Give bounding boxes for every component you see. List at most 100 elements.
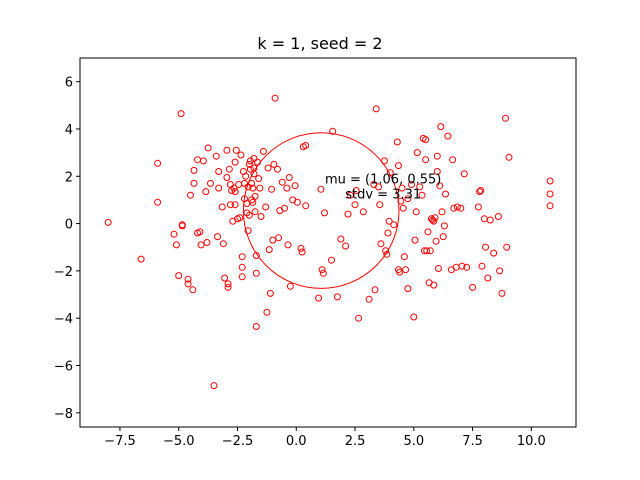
data-point: [275, 234, 283, 242]
data-point: [237, 151, 245, 159]
data-point: [172, 241, 180, 249]
data-point: [178, 222, 186, 230]
data-point: [450, 204, 458, 212]
data-point: [204, 144, 212, 152]
data-point: [397, 197, 405, 205]
y-axis: −8 −6 −4 −2 0 2 4 6: [54, 76, 80, 422]
y-tick-label: 2: [65, 170, 73, 185]
data-point: [413, 149, 421, 157]
data-point: [498, 289, 506, 297]
data-point: [187, 191, 194, 199]
data-point: [249, 198, 257, 206]
data-point: [398, 184, 406, 192]
points-layer: [104, 94, 554, 390]
data-point: [255, 175, 263, 183]
data-point: [395, 162, 402, 170]
x-tick-label: 2.5: [345, 434, 366, 449]
data-point: [257, 213, 265, 220]
data-point: [236, 214, 244, 222]
x-tick-label: −5.0: [163, 434, 195, 449]
data-point: [383, 250, 391, 258]
data-point: [439, 233, 447, 241]
x-tick-label: −7.5: [104, 434, 136, 449]
plot-frame: [79, 57, 577, 428]
data-point: [546, 190, 554, 198]
data-point: [494, 213, 502, 220]
data-point: [104, 218, 112, 226]
data-point: [293, 198, 301, 206]
data-point: [440, 222, 448, 230]
y-tick-label: −2: [54, 265, 73, 280]
data-point: [281, 204, 288, 212]
data-point: [426, 247, 434, 255]
data-point: [249, 184, 257, 192]
stdv-circle: [242, 132, 400, 289]
data-point: [251, 208, 259, 216]
data-point: [244, 227, 252, 235]
data-point: [223, 146, 231, 154]
data-point: [268, 185, 276, 193]
data-point: [263, 308, 271, 316]
data-point: [438, 208, 446, 216]
data-point: [463, 263, 471, 271]
data-point: [430, 281, 438, 289]
data-point: [228, 187, 236, 194]
data-point: [474, 203, 482, 211]
data-point: [469, 283, 477, 291]
data-point: [437, 123, 445, 131]
data-point: [393, 138, 401, 146]
data-point: [231, 158, 239, 166]
y-tick-label: −6: [54, 360, 73, 375]
data-point: [202, 188, 210, 196]
data-point: [399, 204, 407, 212]
data-point: [291, 182, 299, 190]
data-point: [430, 217, 438, 225]
data-point: [385, 217, 393, 225]
data-point: [431, 214, 439, 222]
data-point: [214, 233, 221, 241]
data-point: [170, 230, 178, 238]
data-point: [230, 184, 238, 192]
data-point: [546, 177, 554, 185]
data-point: [436, 182, 444, 190]
data-point: [377, 240, 385, 248]
data-point: [226, 201, 234, 209]
data-point: [197, 241, 205, 249]
y-tick-label: 0: [65, 218, 73, 233]
data-point: [390, 221, 398, 229]
data-point: [238, 263, 246, 271]
data-point: [476, 188, 484, 196]
data-point: [189, 286, 197, 294]
data-point: [231, 201, 239, 209]
data-point: [219, 240, 227, 248]
data-point: [284, 241, 292, 249]
data-point: [223, 174, 231, 181]
data-point: [424, 228, 432, 236]
data-point: [215, 184, 223, 192]
data-point: [410, 313, 418, 321]
data-point: [342, 242, 350, 250]
data-point: [259, 147, 267, 155]
data-point: [371, 286, 379, 294]
data-point: [400, 253, 408, 261]
data-point: [215, 168, 223, 175]
data-point: [433, 152, 441, 160]
data-point: [199, 157, 207, 165]
data-point: [207, 179, 214, 187]
data-point: [416, 183, 424, 191]
data-point: [351, 201, 359, 209]
x-tick-label: 0.0: [286, 434, 307, 449]
data-point: [412, 208, 420, 216]
data-point: [404, 285, 412, 293]
data-point: [318, 266, 326, 274]
x-tick-label: 10.0: [517, 434, 546, 449]
data-point: [278, 178, 286, 186]
data-point: [433, 168, 441, 175]
data-point: [285, 174, 293, 181]
data-point: [427, 215, 435, 223]
data-point: [250, 155, 258, 162]
data-point: [432, 237, 440, 245]
data-point: [302, 202, 310, 210]
data-point: [329, 127, 337, 135]
data-point: [502, 114, 509, 122]
